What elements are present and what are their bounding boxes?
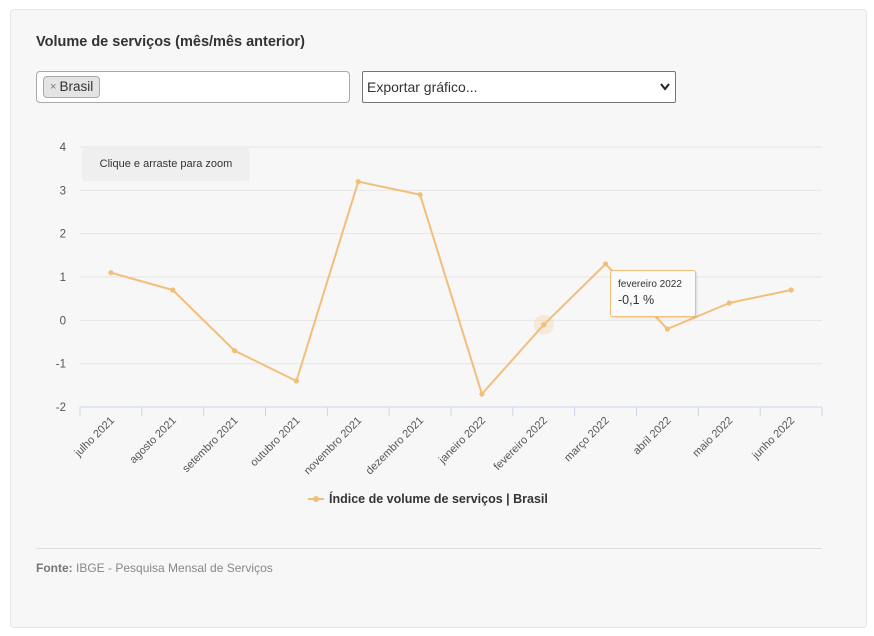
export-chart-select[interactable]: Exportar gráfico...: [362, 71, 676, 103]
data-point: [479, 391, 485, 397]
data-point: [788, 287, 794, 293]
x-tick-label: fevereiro 2022: [492, 415, 550, 473]
chart-legend[interactable]: Índice de volume de serviços | Brasil: [308, 490, 548, 508]
x-tick-label: março 2022: [562, 415, 612, 465]
x-tick-label: janeiro 2022: [436, 415, 488, 467]
tooltip-value: -0,1 %: [618, 293, 655, 307]
x-tick-label: outubro 2021: [248, 415, 302, 469]
x-tick-label: julho 2021: [72, 415, 117, 460]
data-point: [726, 300, 732, 306]
x-tick-label: dezembro 2021: [364, 415, 427, 478]
source-note: Fonte: IBGE - Pesquisa Mensal de Serviço…: [36, 561, 273, 575]
chart-tooltip: fevereiro 2022 -0,1 %: [610, 270, 696, 317]
remove-chip-icon[interactable]: ×: [50, 81, 57, 93]
x-tick-label: agosto 2021: [128, 415, 179, 466]
divider: [36, 548, 822, 549]
page-title: Volume de serviços (mês/mês anterior): [36, 34, 305, 50]
data-point: [108, 270, 114, 276]
source-label: Fonte:: [36, 561, 73, 575]
legend-label: Índice de volume de serviços | Brasil: [329, 492, 548, 506]
y-tick-label: 2: [60, 229, 66, 241]
y-tick-label: -1: [56, 359, 66, 371]
x-tick-label: abril 2022: [631, 415, 674, 458]
y-tick-label: 1: [60, 272, 66, 284]
data-point: [355, 179, 361, 185]
location-chip-label: Brasil: [59, 79, 94, 94]
source-text: IBGE - Pesquisa Mensal de Serviços: [76, 561, 273, 575]
data-point: [602, 261, 609, 267]
data-point: [293, 378, 300, 384]
data-point: [541, 322, 547, 328]
x-tick-label: setembro 2021: [180, 415, 240, 475]
chevron-down-icon: [659, 72, 671, 113]
chart-card: [10, 9, 867, 628]
legend-line-icon: [308, 494, 324, 504]
data-point: [417, 192, 423, 198]
export-chart-label: Exportar gráfico...: [367, 79, 478, 95]
y-tick-label: 3: [60, 185, 66, 197]
line-chart[interactable]: 4 3 2 1 0 -1 -2 julho 2021 agosto 2021 setembro 2…: [0, 0, 874, 520]
tooltip-date: fevereiro 2022: [618, 279, 682, 290]
location-chip[interactable]: × Brasil: [43, 76, 101, 98]
y-tick-label: 4: [60, 142, 67, 154]
data-point: [664, 326, 671, 332]
y-tick-label: 0: [60, 315, 66, 327]
location-selector[interactable]: × Brasil: [36, 71, 350, 103]
zoom-hint: Clique e arraste para zoom: [82, 148, 250, 181]
x-tick-label: junho 2022: [750, 415, 798, 463]
y-tick-label: -2: [56, 402, 66, 414]
data-point: [170, 287, 176, 293]
series-line: [110, 180, 792, 395]
x-tick-label: maio 2022: [691, 415, 736, 460]
data-point: [231, 348, 238, 354]
x-tick-label: novembro 2021: [302, 415, 365, 478]
